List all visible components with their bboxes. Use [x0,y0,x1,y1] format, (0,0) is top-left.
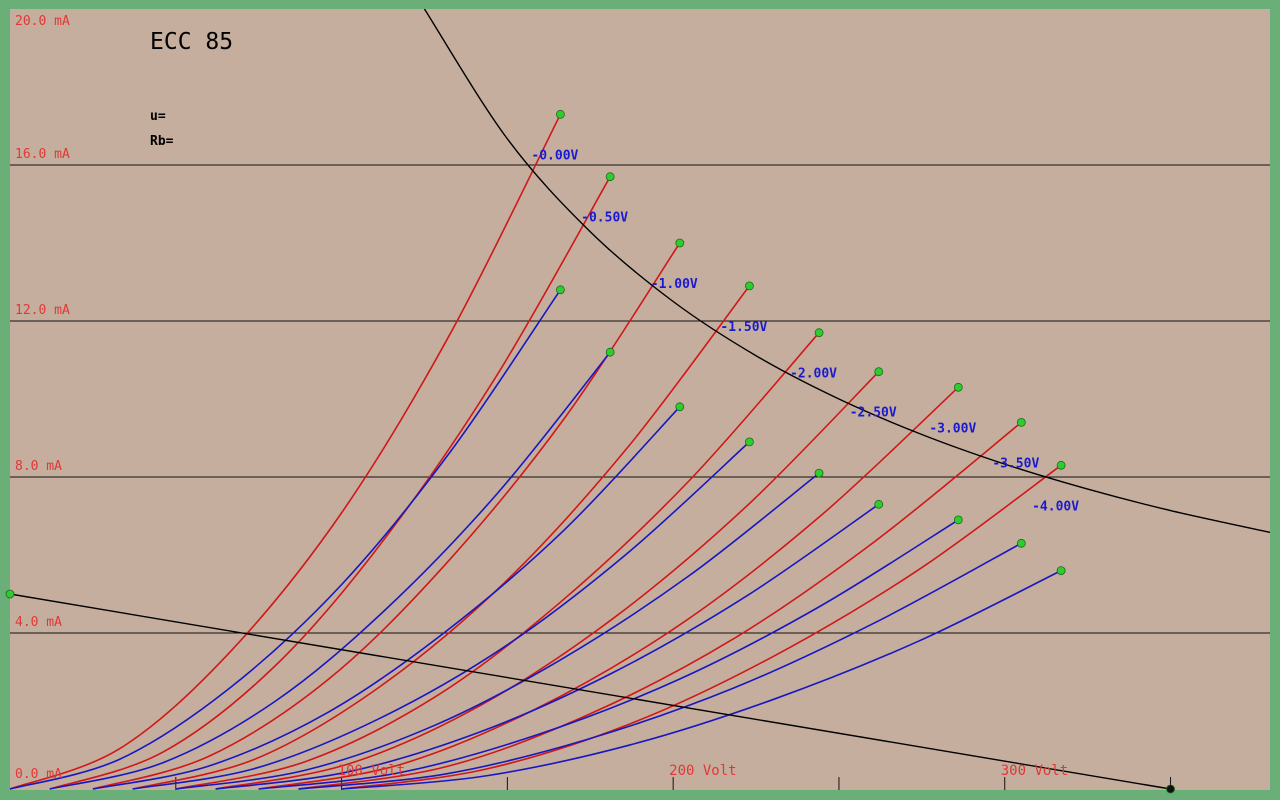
end-marker [814,328,824,338]
end-marker [605,172,615,182]
series-line [49,351,611,790]
series-line [10,593,1171,790]
end-marker [874,499,884,509]
series-line [298,421,1022,790]
y-tick-label: 12.0 mA [15,303,70,318]
series-line [341,569,1062,790]
annotation: u= [150,109,166,124]
grid [10,164,1270,790]
series-line [175,472,820,790]
y-tick-label: 4.0 mA [15,615,62,630]
series-line [258,386,959,790]
series-line [215,503,880,790]
series-line [92,406,681,790]
end-marker [675,238,685,248]
y-tick-label: 16.0 mA [15,147,70,162]
series-line [258,519,959,790]
series-label: -0.50V [581,211,628,226]
start-marker [5,589,15,599]
series-label: -1.50V [720,320,767,335]
end-marker [556,109,565,119]
end-marker [1056,566,1066,575]
x-tick-label: 200 Volt [669,763,736,779]
series-label: -1.00V [651,277,698,292]
labels: 0.0 mA 4.0 mA 8.0 mA 12.0 mA 16.0 mA 20.0 mA 1… [15,14,1079,782]
series-line [10,289,562,790]
series-line [423,9,1270,534]
x-tick-label: 100 Volt [338,763,405,779]
end-marker [605,347,615,357]
series-label: -3.00V [929,421,976,436]
series-label: -4.00V [1032,499,1079,514]
end-marker [675,402,685,412]
end-marker [1016,417,1026,427]
end-marker [556,285,565,295]
curves [10,9,1270,790]
annotation: Rb= [150,134,174,149]
y-tick-label: 0.0 mA [15,767,62,782]
series-line [215,371,880,790]
end-marker [953,382,963,392]
series-label: -2.00V [790,367,837,382]
end-marker [745,281,754,291]
series-line [49,176,611,790]
end-marker [814,468,824,478]
end-marker [1056,460,1066,470]
series-line [132,441,750,790]
series-label: -3.50V [992,456,1039,471]
end-marker [745,437,754,447]
end-marker [1166,784,1175,794]
y-tick-label: 8.0 mA [15,459,62,474]
y-tick-label: 20.0 mA [15,14,70,29]
series-label: -0.00V [531,148,578,163]
end-marker [874,367,884,377]
series-line [132,285,751,790]
plot-area [10,9,1270,790]
series-line [298,542,1022,790]
series-line [10,113,562,790]
end-marker [953,515,963,525]
end-marker [1016,538,1026,548]
series-line [92,242,681,790]
series-label: -2.50V [850,406,897,421]
x-tick-label: 300 Volt [1001,763,1068,779]
series-line [341,464,1062,790]
chart-title: ECC 85 [150,29,233,55]
